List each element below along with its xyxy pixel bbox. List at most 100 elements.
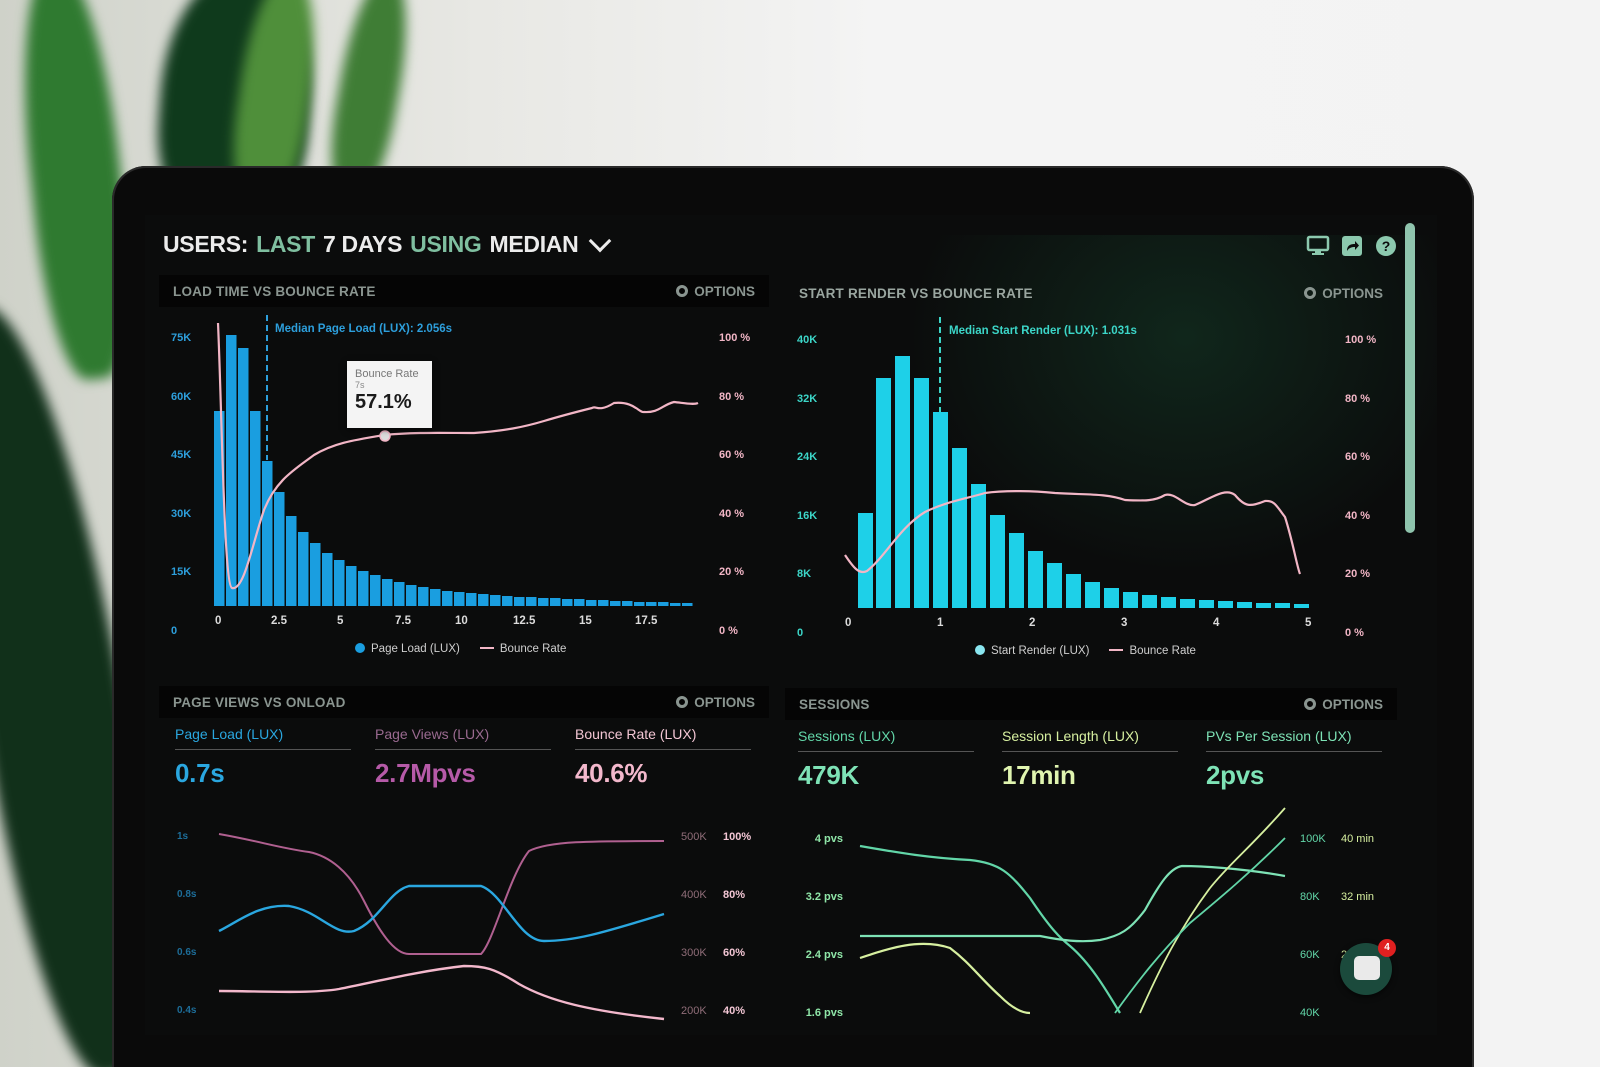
x-tick: 2: [1029, 617, 1036, 629]
legend-item[interactable]: Page Load (LUX): [355, 643, 460, 655]
kpi-label: PVs Per Session (LUX): [1206, 728, 1382, 752]
tooltip-value: 57.1%: [355, 391, 412, 413]
panel-page-views: PAGE VIEWS VS ONLOAD OPTIONS Page Load (…: [159, 686, 769, 1035]
options-label: OPTIONS: [694, 694, 755, 710]
kpi-row: Sessions (LUX) 479K Session Length (LUX)…: [798, 728, 1382, 791]
legend-item[interactable]: Bounce Rate: [479, 643, 566, 655]
kpi-page-views[interactable]: Page Views (LUX) 2.7Mpvs: [375, 726, 551, 789]
kpi-session-length[interactable]: Session Length (LUX) 17min: [1002, 728, 1178, 791]
help-icon[interactable]: ?: [1375, 235, 1397, 257]
gear-icon: [1304, 287, 1317, 299]
panel-title: PAGE VIEWS VS ONLOAD: [173, 694, 346, 710]
options-button[interactable]: OPTIONS: [676, 695, 755, 710]
dashboard-header: USERS: LAST 7 DAYS USING MEDIAN ?: [145, 215, 1437, 275]
kpi-label: Page Load (LUX): [175, 726, 351, 750]
legend-label: Start Render (LUX): [991, 645, 1090, 657]
title-part: USERS:: [163, 231, 249, 257]
panel-load-time: LOAD TIME VS BOUNCE RATE OPTIONS 75K 60K 4…: [159, 275, 769, 675]
load-time-chart: [214, 315, 699, 606]
panel-sessions: SESSIONS OPTIONS Sessions (LUX) 479K Ses…: [785, 688, 1397, 1035]
kpi-pvs-per-session[interactable]: PVs Per Session (LUX) 2pvs: [1206, 728, 1382, 791]
panel-title: SESSIONS: [799, 696, 870, 712]
y-axis-left: 40K 32K 24K 16K 8K 0: [797, 334, 818, 639]
options-label: OPTIONS: [1322, 696, 1383, 712]
notification-badge: 4: [1378, 939, 1396, 957]
sessions-chart: [859, 807, 1286, 1015]
title-part: MEDIAN: [489, 231, 579, 257]
x-tick: 12.5: [513, 615, 536, 627]
median-annotation: Median Page Load (LUX): 2.056s: [275, 323, 453, 335]
dashboard-screen: USERS: LAST 7 DAYS USING MEDIAN ? LOAD T…: [145, 215, 1437, 1035]
y-axis-right: 100 % 80 % 60 % 40 % 20 % 0 %: [1345, 334, 1377, 639]
panel-title: LOAD TIME VS BOUNCE RATE: [173, 283, 376, 299]
kpi-value: 2pvs: [1206, 760, 1265, 790]
gear-icon: [676, 696, 689, 708]
gear-icon: [1304, 698, 1317, 710]
date-range-selector[interactable]: USERS: LAST 7 DAYS USING MEDIAN: [163, 229, 612, 258]
options-label: OPTIONS: [694, 283, 755, 299]
panel-header: SESSIONS OPTIONS: [785, 688, 1397, 720]
kpi-sessions[interactable]: Sessions (LUX) 479K: [798, 728, 974, 791]
panel-start-render: START RENDER VS BOUNCE RATE OPTIONS 40K 3…: [785, 277, 1397, 677]
legend-label: Bounce Rate: [1129, 645, 1196, 657]
kpi-label: Sessions (LUX): [798, 728, 974, 752]
options-button[interactable]: OPTIONS: [1304, 286, 1383, 301]
tooltip-x: 7s: [355, 380, 365, 390]
y-axis-left: 75K 60K 45K 30K 15K 0: [171, 332, 192, 637]
kpi-label: Bounce Rate (LUX): [575, 726, 751, 750]
chart-legend: Page Load (LUX) Bounce Rate: [355, 643, 566, 655]
panel-header: START RENDER VS BOUNCE RATE OPTIONS: [785, 277, 1397, 309]
kpi-value: 17min: [1002, 760, 1076, 790]
x-tick: 0: [845, 617, 852, 629]
kpi-value: 0.7s: [175, 758, 225, 788]
y-axis-bounce: 100% 80% 60% 40%: [723, 831, 752, 1017]
title-part: USING: [410, 231, 482, 257]
x-tick: 1: [937, 617, 944, 629]
x-tick: 5: [1305, 617, 1312, 629]
x-tick: 4: [1213, 617, 1220, 629]
chat-widget-button[interactable]: 4: [1340, 939, 1396, 995]
x-tick: 15: [579, 615, 592, 627]
x-tick: 17.5: [635, 615, 658, 627]
x-tick: 7.5: [395, 615, 411, 627]
legend-dot-icon: [975, 645, 985, 655]
x-tick: 2.5: [271, 615, 287, 627]
kpi-label: Session Length (LUX): [1002, 728, 1178, 752]
options-button[interactable]: OPTIONS: [676, 284, 755, 299]
kpi-value: 40.6%: [575, 758, 648, 788]
kpi-page-load[interactable]: Page Load (LUX) 0.7s: [175, 726, 351, 789]
y-axis-left: 1s 0.8s 0.6s 0.4s: [177, 831, 197, 1016]
kpi-value: 479K: [798, 760, 859, 790]
panel-header: LOAD TIME VS BOUNCE RATE OPTIONS: [159, 275, 769, 307]
chart-legend: Start Render (LUX) Bounce Rate: [975, 645, 1196, 657]
legend-label: Page Load (LUX): [371, 643, 460, 655]
share-icon[interactable]: [1341, 235, 1363, 257]
chevron-down-icon[interactable]: [589, 229, 612, 252]
x-tick: 0: [215, 615, 222, 627]
title-part: LAST: [256, 231, 315, 257]
x-tick: 10: [455, 615, 468, 627]
start-render-chart: [844, 317, 1309, 608]
legend-line-icon: [479, 647, 494, 649]
monitor-icon[interactable]: [1306, 235, 1330, 257]
tooltip-title: Bounce Rate: [355, 368, 419, 380]
vertical-scrollbar[interactable]: [1405, 223, 1415, 533]
legend-item[interactable]: Bounce Rate: [1109, 645, 1196, 657]
median-annotation: Median Start Render (LUX): 1.031s: [949, 325, 1137, 337]
gear-icon: [676, 285, 689, 297]
title-part: 7 DAYS: [322, 231, 403, 257]
page-views-chart: [218, 833, 665, 1021]
options-label: OPTIONS: [1322, 285, 1383, 301]
bounce-rate-tooltip: Bounce Rate 7s 57.1%: [347, 361, 432, 428]
header-actions: ?: [1306, 235, 1397, 257]
x-tick: 5: [337, 615, 344, 627]
legend-line-icon: [1109, 649, 1124, 651]
legend-item[interactable]: Start Render (LUX): [975, 645, 1089, 657]
options-button[interactable]: OPTIONS: [1304, 697, 1383, 712]
y-axis-right: 100 % 80 % 60 % 40 % 20 % 0 %: [719, 332, 751, 637]
y-axis-pageviews: 500K 400K 300K 200K: [681, 831, 707, 1017]
chat-icon: [1354, 956, 1380, 980]
kpi-bounce-rate[interactable]: Bounce Rate (LUX) 40.6%: [575, 726, 751, 789]
kpi-label: Page Views (LUX): [375, 726, 551, 750]
y-axis-sessions: 100K 80K 60K 40K: [1300, 833, 1326, 1019]
